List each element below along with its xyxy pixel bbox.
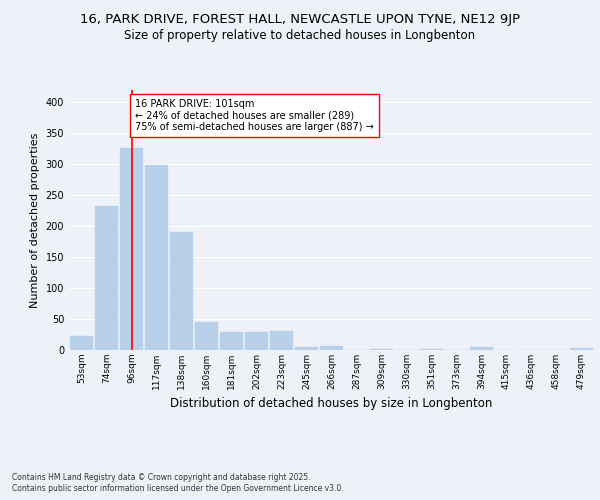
Bar: [145, 165, 168, 350]
Text: Size of property relative to detached houses in Longbenton: Size of property relative to detached ho…: [124, 29, 476, 42]
Bar: [320, 346, 343, 350]
Bar: [245, 332, 268, 350]
Bar: [420, 349, 443, 350]
Bar: [220, 332, 243, 350]
Bar: [470, 347, 493, 350]
X-axis label: Distribution of detached houses by size in Longbenton: Distribution of detached houses by size …: [170, 398, 493, 410]
Text: 16, PARK DRIVE, FOREST HALL, NEWCASTLE UPON TYNE, NE12 9JP: 16, PARK DRIVE, FOREST HALL, NEWCASTLE U…: [80, 12, 520, 26]
Bar: [195, 322, 218, 350]
Bar: [95, 206, 118, 350]
Text: Contains HM Land Registry data © Crown copyright and database right 2025.: Contains HM Land Registry data © Crown c…: [12, 472, 311, 482]
Bar: [70, 336, 93, 350]
Bar: [370, 349, 393, 350]
Bar: [295, 347, 318, 350]
Text: 16 PARK DRIVE: 101sqm
← 24% of detached houses are smaller (289)
75% of semi-det: 16 PARK DRIVE: 101sqm ← 24% of detached …: [135, 100, 374, 132]
Bar: [170, 232, 193, 350]
Bar: [120, 148, 143, 350]
Y-axis label: Number of detached properties: Number of detached properties: [30, 132, 40, 308]
Text: Contains public sector information licensed under the Open Government Licence v3: Contains public sector information licen…: [12, 484, 344, 493]
Bar: [570, 348, 593, 350]
Bar: [270, 332, 293, 350]
